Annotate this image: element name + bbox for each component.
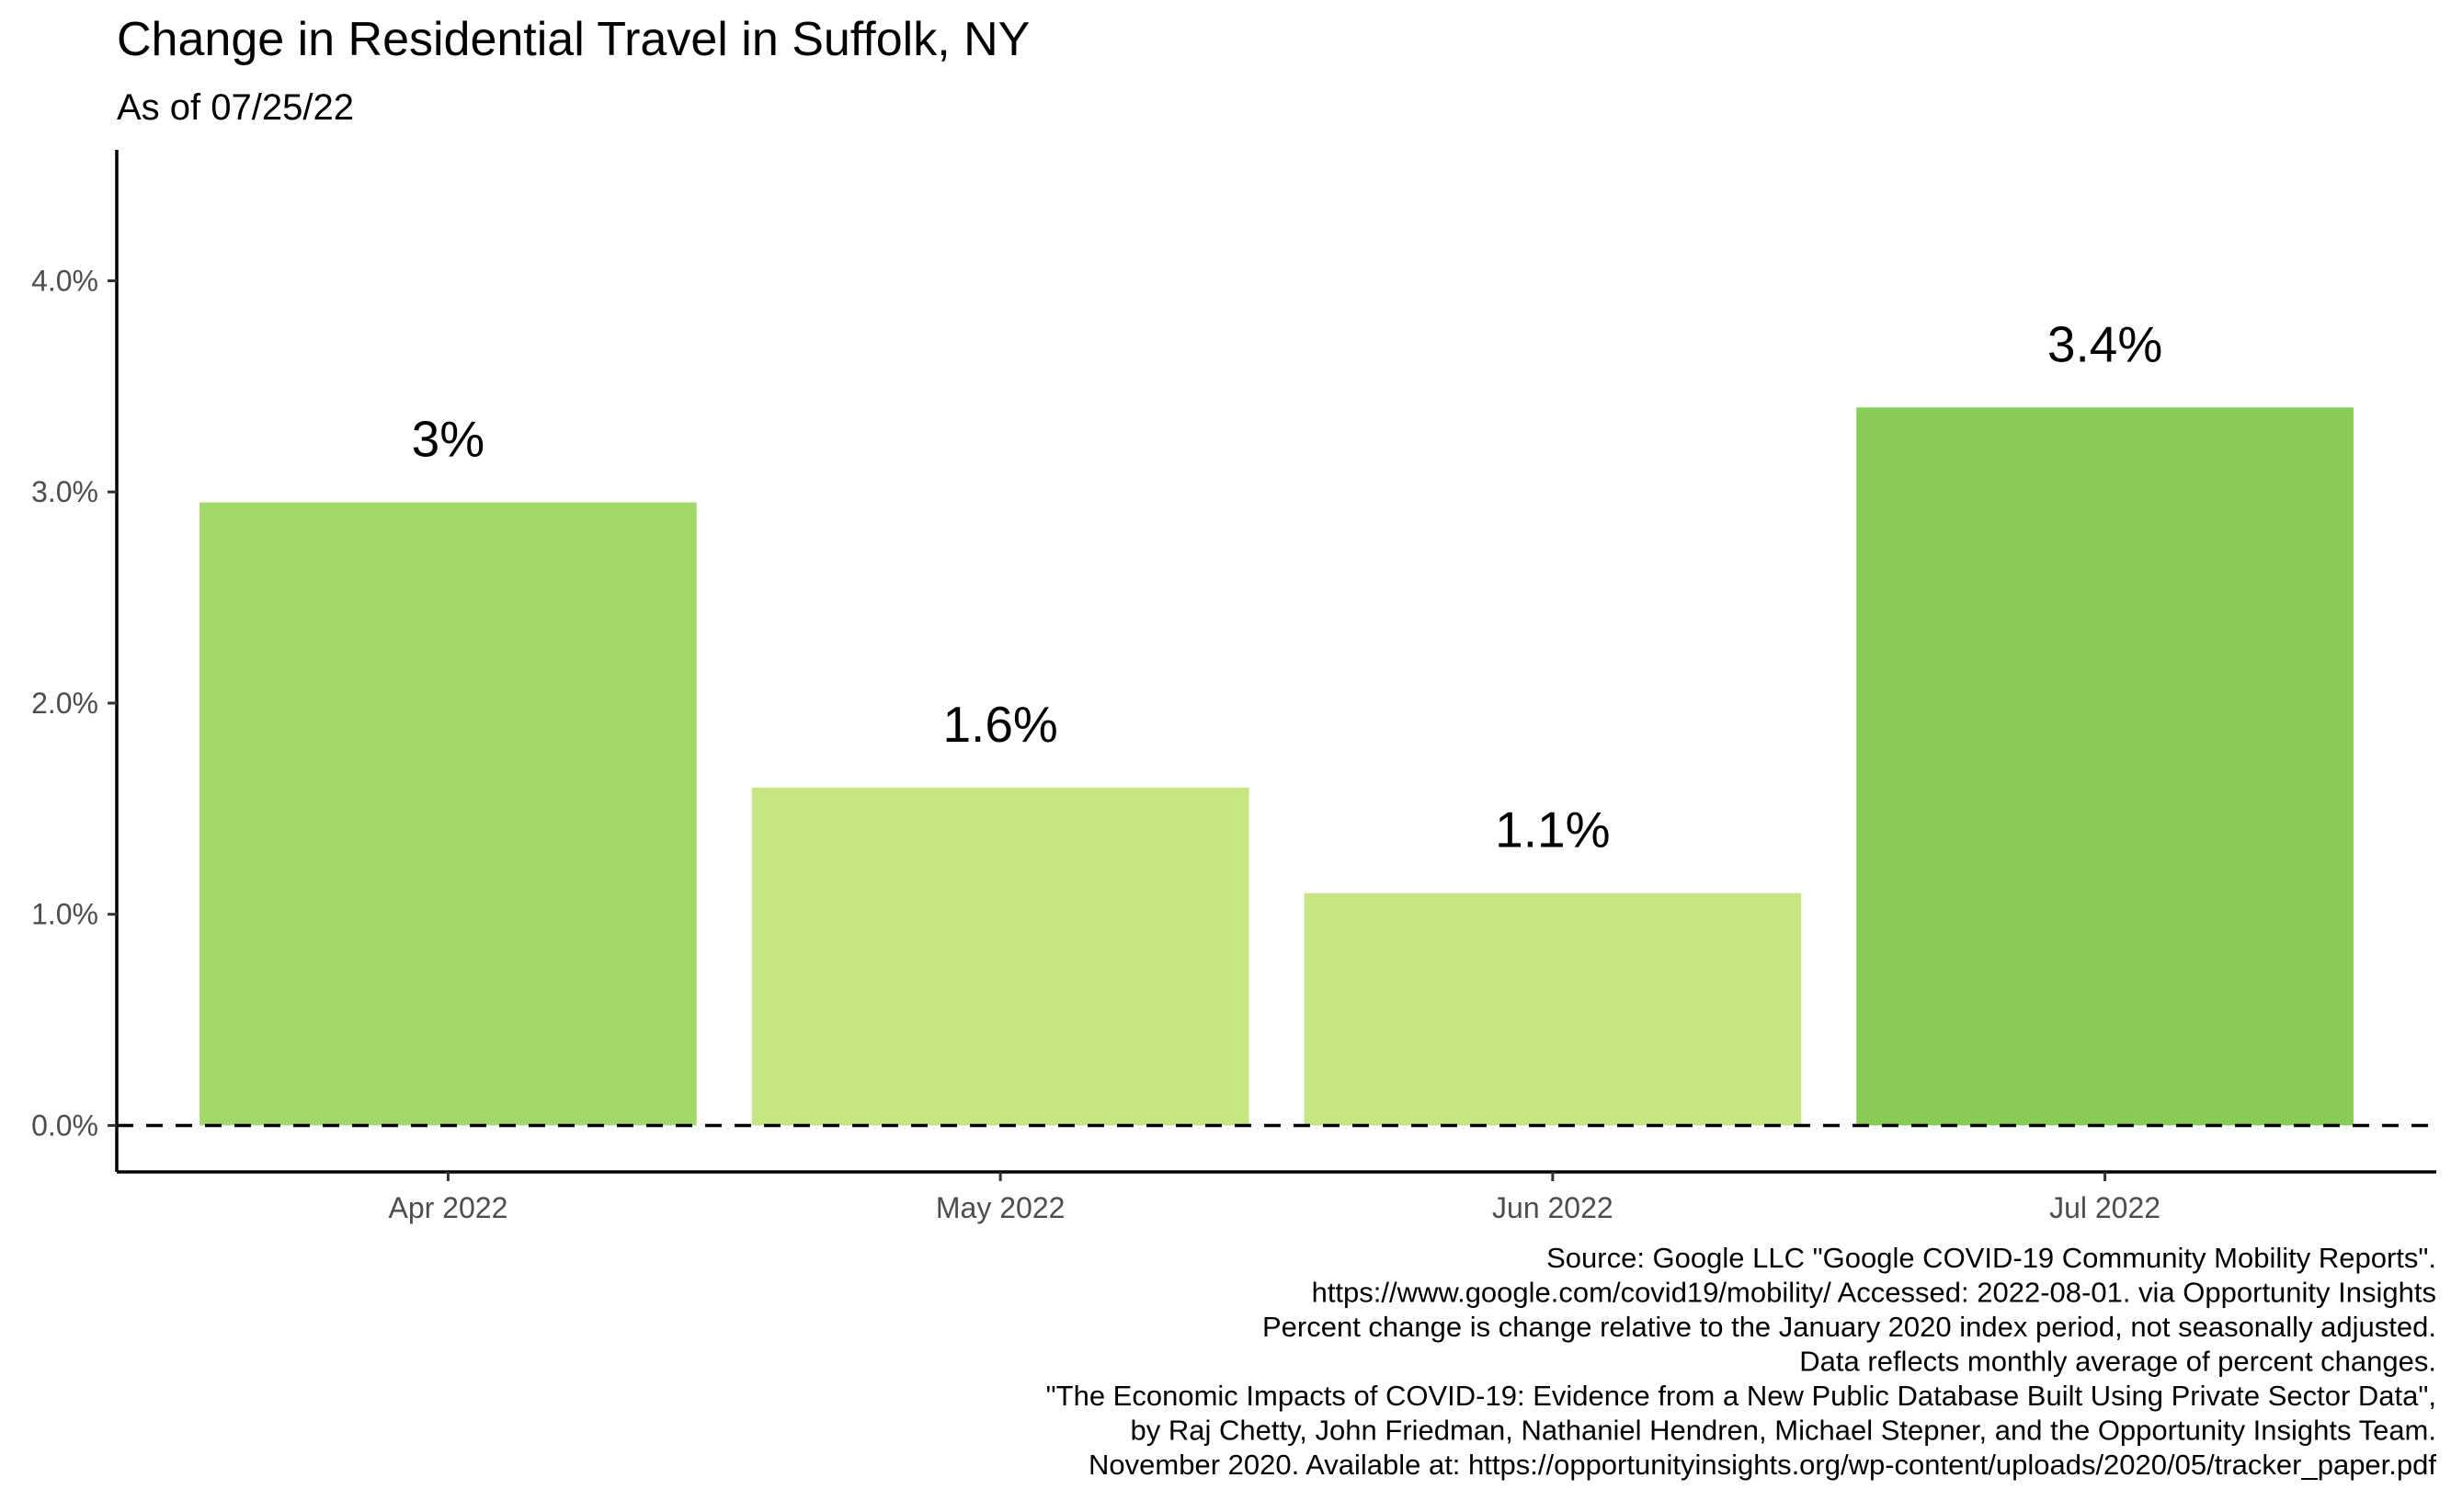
data-label: 1.6% bbox=[942, 696, 1057, 753]
y-tick-label: 2.0% bbox=[31, 687, 98, 720]
bar bbox=[1304, 892, 1802, 1126]
data-label: 3.4% bbox=[2047, 315, 2162, 372]
chart-title: Change in Residential Travel in Suffolk,… bbox=[117, 13, 1030, 66]
x-tick-label: Jul 2022 bbox=[2049, 1191, 2160, 1224]
data-label: 1.1% bbox=[1495, 801, 1610, 858]
caption-line: Data reflects monthly average of percent… bbox=[1799, 1346, 2436, 1378]
x-tick-label: Jun 2022 bbox=[1492, 1191, 1613, 1224]
plot-area: 3% 1.6% 1.1% 3.4% 0.0% 1.0% 2.0% 3.0% 4.0% Apr 20… bbox=[31, 150, 2436, 1224]
caption-line: https://www.google.com/covid19/mobility/… bbox=[1312, 1277, 2436, 1309]
bar bbox=[200, 502, 697, 1126]
y-tick-label: 0.0% bbox=[31, 1108, 98, 1142]
x-tick-label: May 2022 bbox=[936, 1191, 1066, 1224]
y-tick-label: 3.0% bbox=[31, 475, 98, 508]
y-tick-label: 4.0% bbox=[31, 264, 98, 297]
x-tick-label: Apr 2022 bbox=[388, 1191, 507, 1224]
caption-line: by Raj Chetty, John Friedman, Nathaniel … bbox=[1131, 1415, 2436, 1447]
caption: Source: Google LLC "Google COVID-19 Comm… bbox=[1046, 1242, 2437, 1481]
caption-line: November 2020. Available at: https://opp… bbox=[1089, 1449, 2436, 1481]
caption-line: Percent change is change relative to the… bbox=[1262, 1311, 2436, 1343]
data-label: 3% bbox=[412, 411, 485, 468]
caption-line: Source: Google LLC "Google COVID-19 Comm… bbox=[1546, 1242, 2436, 1274]
y-tick-label: 1.0% bbox=[31, 898, 98, 931]
caption-line: "The Economic Impacts of COVID-19: Evide… bbox=[1046, 1380, 2436, 1412]
chart-subtitle: As of 07/25/22 bbox=[117, 87, 354, 128]
bar bbox=[1856, 407, 2354, 1126]
bar bbox=[751, 787, 1249, 1126]
